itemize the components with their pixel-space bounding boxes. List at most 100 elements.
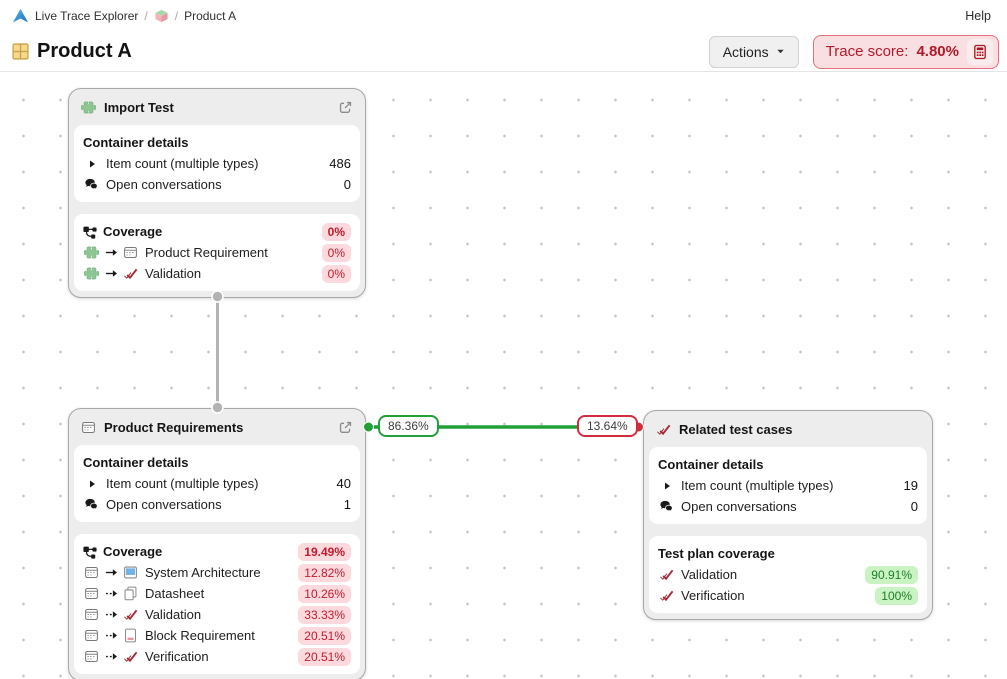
row-value: 0 bbox=[343, 177, 351, 192]
edge-coverage-badge-red: 13.64% bbox=[577, 415, 638, 437]
detail-row: Item count (multiple types) 19 bbox=[658, 475, 918, 496]
row-icon-slot bbox=[83, 649, 100, 664]
detail-row: Validation 33.33% bbox=[83, 604, 351, 625]
detail-row: Product Requirement 0% bbox=[83, 242, 351, 263]
section-container-details: Container details Item count (multiple ty… bbox=[74, 125, 360, 202]
percentage-badge: 0% bbox=[321, 243, 351, 262]
arrow-dashed-icon bbox=[105, 632, 117, 639]
section-heading: Container details bbox=[83, 132, 351, 153]
row-label: Item count (multiple types) bbox=[681, 478, 834, 493]
row-icon-slot bbox=[122, 607, 139, 622]
row-icon-slot bbox=[83, 266, 100, 281]
row-label: Open conversations bbox=[681, 499, 797, 514]
breadcrumb-current: Product A bbox=[184, 9, 237, 23]
app-logo-icon bbox=[12, 8, 29, 23]
percentage-badge: 20.51% bbox=[298, 647, 351, 666]
section-heading-label: Container details bbox=[658, 457, 764, 472]
percentage-badge: 100% bbox=[875, 586, 918, 605]
actions-button-label: Actions bbox=[722, 43, 769, 60]
section-heading-label: Test plan coverage bbox=[658, 546, 775, 561]
row-icon-slot bbox=[122, 245, 139, 260]
trace-canvas[interactable]: Import Test Container details Item count (… bbox=[0, 72, 1007, 679]
section-heading-label: Coverage bbox=[103, 544, 163, 559]
detail-row: Open conversations 0 bbox=[83, 174, 351, 195]
arrow-right-icon bbox=[105, 270, 117, 277]
card-product-requirements[interactable]: Product Requirements Container details Ite… bbox=[68, 408, 366, 679]
form-icon bbox=[85, 567, 98, 578]
row-icon-slot bbox=[83, 565, 100, 580]
form-icon bbox=[85, 651, 98, 662]
row-value: 40 bbox=[336, 476, 351, 491]
row-label: Item count (multiple types) bbox=[106, 156, 259, 171]
calculator-button[interactable] bbox=[967, 38, 993, 65]
percentage-badge: 0% bbox=[321, 222, 351, 241]
row-icon-slot bbox=[104, 268, 118, 279]
caret-right-icon[interactable] bbox=[87, 479, 97, 489]
detail-row: Item count (multiple types) 486 bbox=[83, 153, 351, 174]
row-icon-slot bbox=[83, 628, 100, 643]
row-label: Datasheet bbox=[145, 586, 205, 601]
percentage-badge: 10.26% bbox=[298, 584, 351, 603]
card-title: Related test cases bbox=[679, 421, 793, 437]
row-icon-slot bbox=[83, 586, 100, 601]
row-icon-slot bbox=[658, 588, 675, 603]
row-icon-slot bbox=[658, 567, 675, 582]
row-icon-slot bbox=[104, 630, 118, 641]
detail-row: Item count (multiple types) 40 bbox=[83, 473, 351, 494]
header-actions: Actions Trace score: 4.80% bbox=[708, 34, 999, 69]
card-header: Import Test bbox=[69, 89, 365, 125]
calculator-icon bbox=[974, 44, 986, 59]
caret-right-icon[interactable] bbox=[662, 481, 672, 491]
row-label: Verification bbox=[145, 649, 209, 664]
section-heading: Container details bbox=[658, 454, 918, 475]
datasheet-icon bbox=[124, 586, 137, 601]
section-heading-label: Container details bbox=[83, 455, 189, 470]
row-label: Open conversations bbox=[106, 177, 222, 192]
trace-score-label: Trace score: bbox=[825, 43, 909, 60]
row-label: Open conversations bbox=[106, 497, 222, 512]
page-title: Product A bbox=[37, 40, 132, 62]
arrow-dashed-icon bbox=[105, 590, 117, 597]
external-link-button[interactable] bbox=[338, 420, 353, 435]
percentage-badge: 0% bbox=[321, 264, 351, 283]
section-container-details: Container details Item count (multiple ty… bbox=[649, 447, 927, 524]
section-heading: Test plan coverage bbox=[658, 543, 918, 564]
block-requirement-icon bbox=[125, 628, 136, 643]
breadcrumb-app[interactable]: Live Trace Explorer bbox=[35, 9, 139, 23]
trace-score-badge: Trace score: 4.80% bbox=[812, 34, 999, 69]
row-icon-slot bbox=[658, 481, 675, 491]
form-icon bbox=[85, 630, 98, 641]
section-heading: Coverage 19.49% bbox=[83, 541, 351, 562]
form-icon bbox=[85, 609, 98, 620]
card-related-test-cases[interactable]: Related test cases Container details Item … bbox=[643, 410, 933, 620]
row-icon-slot bbox=[83, 245, 100, 260]
detail-row: Open conversations 0 bbox=[658, 496, 918, 517]
conversations-icon bbox=[85, 498, 98, 511]
card-header: Related test cases bbox=[644, 411, 932, 447]
caret-right-icon[interactable] bbox=[87, 159, 97, 169]
row-icon-slot bbox=[83, 607, 100, 622]
conversations-icon bbox=[85, 178, 98, 191]
breadcrumb-separator: / bbox=[174, 9, 179, 23]
help-link[interactable]: Help bbox=[965, 9, 991, 23]
detail-row: Open conversations 1 bbox=[83, 494, 351, 515]
row-value: 19 bbox=[903, 478, 918, 493]
external-link-button[interactable] bbox=[338, 100, 353, 115]
card-header: Product Requirements bbox=[69, 409, 365, 445]
chevron-down-icon bbox=[776, 49, 784, 54]
percentage-badge: 19.49% bbox=[298, 542, 351, 561]
set-icon[interactable] bbox=[154, 9, 169, 23]
card-import-test[interactable]: Import Test Container details Item count (… bbox=[68, 88, 366, 298]
actions-button[interactable]: Actions bbox=[708, 35, 799, 68]
section-heading-label: Coverage bbox=[103, 224, 163, 239]
row-icon-slot bbox=[104, 651, 118, 662]
row-icon-slot bbox=[83, 497, 100, 512]
form-icon bbox=[82, 421, 95, 433]
row-label: System Architecture bbox=[145, 565, 261, 580]
percentage-badge: 20.51% bbox=[298, 626, 351, 645]
row-icon-slot bbox=[83, 177, 100, 192]
trace-score-value: 4.80% bbox=[916, 43, 959, 60]
conversations-icon bbox=[660, 500, 673, 513]
topbar: Live Trace Explorer / / Product A Help bbox=[0, 0, 1007, 32]
form-icon bbox=[124, 247, 137, 258]
